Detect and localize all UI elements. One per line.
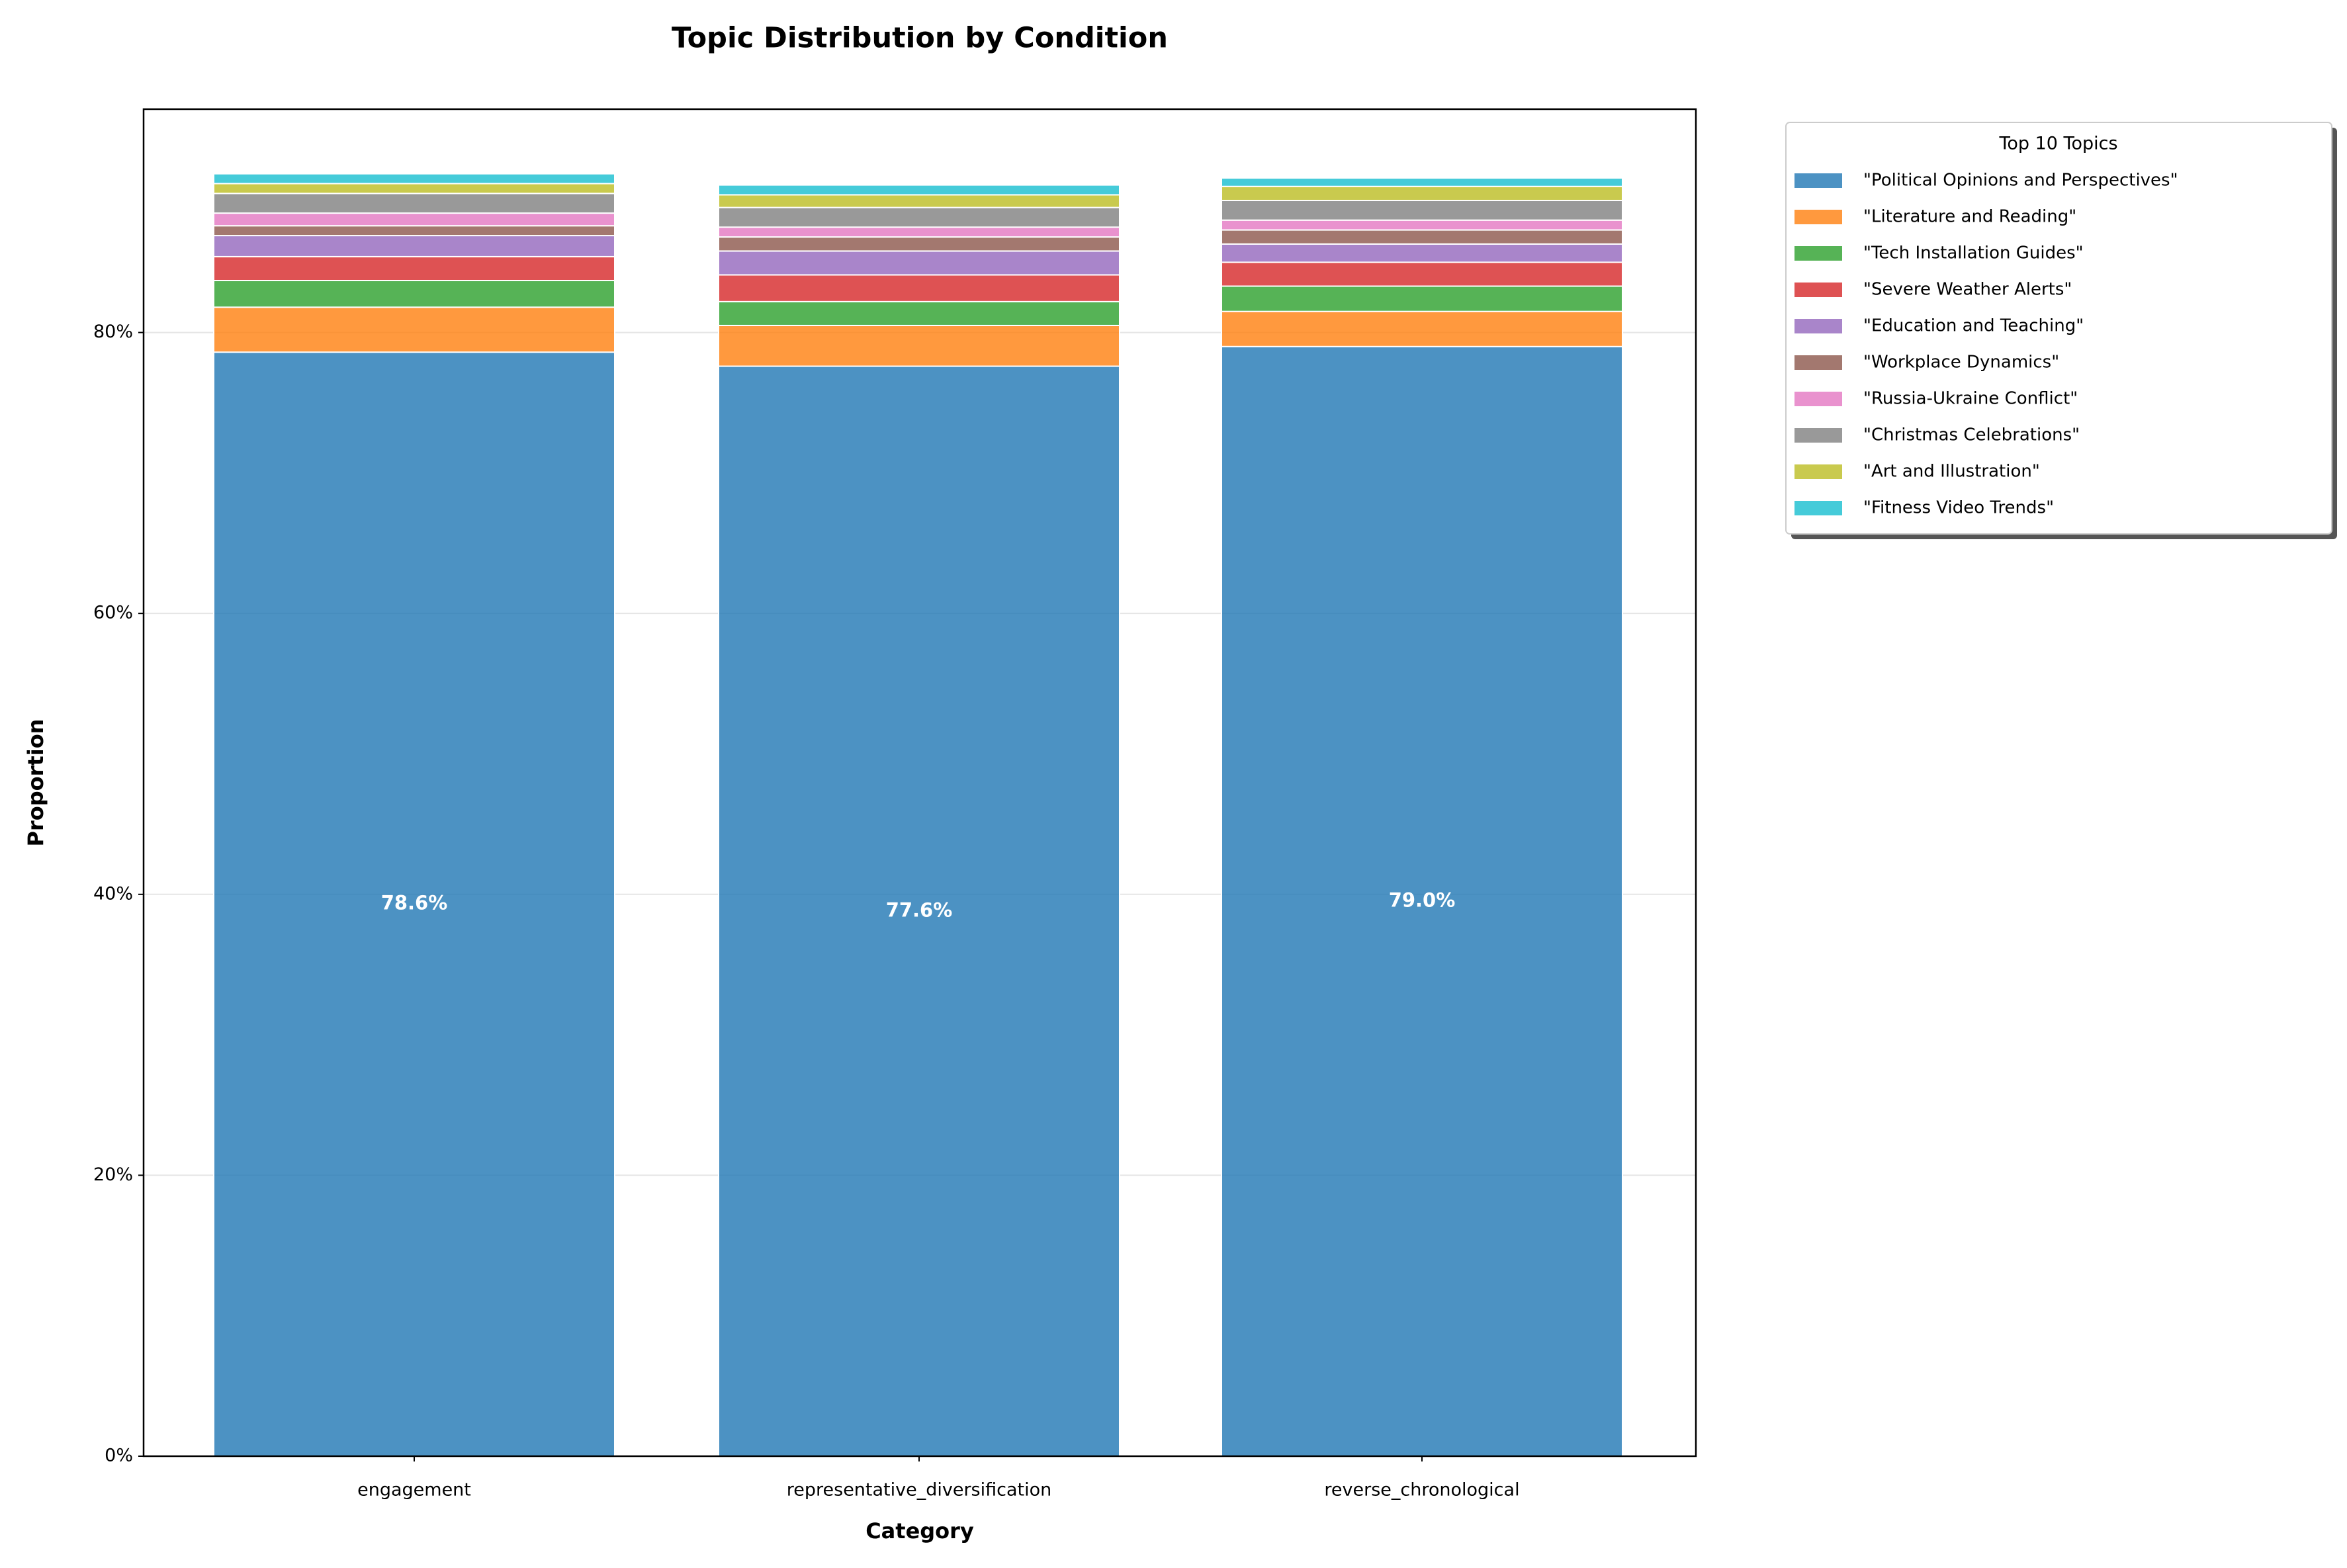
legend-swatch — [1794, 355, 1842, 370]
bar-segment — [213, 351, 615, 1457]
bar-segment — [213, 255, 615, 282]
bar-segment — [1221, 229, 1623, 245]
bar-segment — [718, 300, 1120, 326]
legend-swatch — [1794, 464, 1842, 479]
y-axis-label: Proportion — [23, 719, 48, 847]
legend-title: Top 10 Topics — [1998, 134, 2117, 154]
bar-segment — [718, 324, 1120, 367]
bar-segment — [1221, 261, 1623, 287]
bar-segment — [1221, 185, 1623, 201]
legend-label: "Fitness Video Trends" — [1863, 498, 2054, 518]
bar-segment — [718, 236, 1120, 252]
legend-label: "Tech Installation Guides" — [1863, 243, 2084, 263]
bar-segment — [1221, 219, 1623, 231]
legend-swatch — [1794, 319, 1842, 333]
bar-segment — [718, 206, 1120, 228]
bar-segment — [213, 193, 615, 214]
bar-segment — [213, 173, 615, 185]
legend: Top 10 Topics "Political Opinions and Pe… — [1785, 122, 2337, 539]
y-tick-label: 80% — [93, 322, 133, 342]
legend-label: "Education and Teaching" — [1863, 316, 2084, 336]
x-axis-label: Category — [865, 1518, 974, 1544]
bar-segment — [213, 235, 615, 257]
x-tick-label: engagement — [357, 1480, 471, 1501]
legend-swatch — [1794, 392, 1842, 406]
bar-segment — [1221, 285, 1623, 312]
legend-label: "Severe Weather Alerts" — [1863, 280, 2072, 300]
legend-swatch — [1794, 173, 1842, 188]
plot-frame — [142, 108, 1697, 1458]
legend-label: "Art and Illustration" — [1863, 462, 2040, 482]
bar-segment — [213, 212, 615, 227]
bar-segment — [213, 225, 615, 237]
data-label: 77.6% — [886, 898, 953, 921]
y-tick-label: 40% — [93, 883, 133, 904]
legend-box — [1785, 122, 2332, 535]
bar-segment — [718, 184, 1120, 196]
y-tick-label: 60% — [93, 603, 133, 623]
legend-label: "Workplace Dynamics" — [1863, 353, 2059, 372]
bar-segment — [1221, 310, 1623, 347]
bar-segment — [718, 194, 1120, 208]
bar-segment — [1221, 177, 1623, 187]
y-tick-label: 20% — [93, 1164, 133, 1185]
legend-swatch — [1794, 210, 1842, 224]
legend-swatch — [1794, 246, 1842, 261]
bar-segment — [718, 226, 1120, 238]
data-label: 78.6% — [381, 892, 448, 914]
legend-label: "Christmas Celebrations" — [1863, 425, 2080, 445]
bar-segment — [718, 274, 1120, 302]
legend-swatch — [1794, 501, 1842, 515]
bar-segment — [213, 306, 615, 353]
bar-segment — [718, 250, 1120, 276]
legend-label: "Literature and Reading" — [1863, 207, 2076, 227]
data-label: 79.0% — [1389, 889, 1456, 911]
legend-label: "Russia-Ukraine Conflict" — [1863, 389, 2078, 409]
x-tick-label: reverse_chronological — [1324, 1480, 1519, 1501]
bar-segment — [1221, 243, 1623, 263]
bar-segment — [213, 280, 615, 308]
legend-swatch — [1794, 428, 1842, 443]
bar-segment — [1221, 199, 1623, 221]
y-tick-label: 0% — [105, 1446, 133, 1466]
bar-segment — [718, 365, 1120, 1457]
legend-swatch — [1794, 283, 1842, 297]
legend-label: "Political Opinions and Perspectives" — [1863, 171, 2178, 191]
chart-title: Topic Distribution by Condition — [672, 22, 1168, 55]
bar-segment — [213, 183, 615, 195]
bar-segment — [1221, 345, 1623, 1457]
x-tick-label: representative_diversification — [787, 1480, 1052, 1501]
